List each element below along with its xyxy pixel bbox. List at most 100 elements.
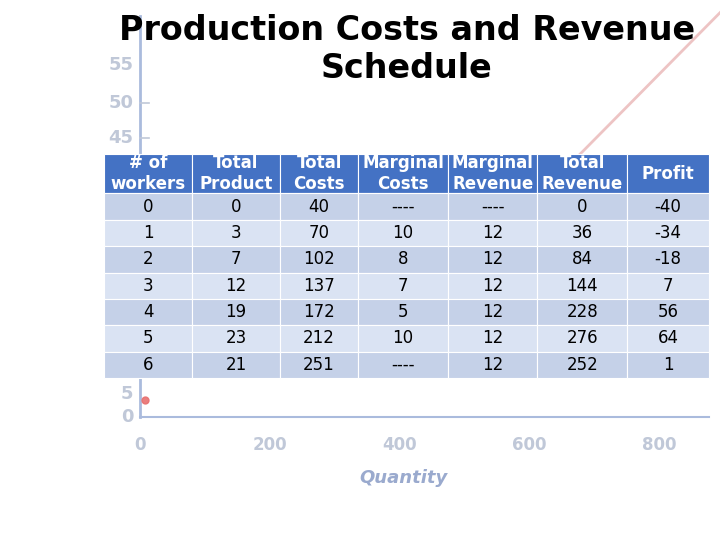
FancyBboxPatch shape [280, 154, 359, 193]
FancyBboxPatch shape [537, 193, 627, 220]
FancyBboxPatch shape [192, 273, 280, 299]
Text: 800: 800 [642, 436, 676, 455]
Text: 5: 5 [143, 329, 153, 347]
Text: 102: 102 [303, 251, 335, 268]
FancyBboxPatch shape [104, 154, 192, 193]
Text: 1: 1 [143, 224, 153, 242]
Text: 36: 36 [572, 224, 593, 242]
FancyBboxPatch shape [448, 299, 537, 325]
Text: 84: 84 [572, 251, 593, 268]
Text: 276: 276 [567, 329, 598, 347]
Text: 3: 3 [143, 276, 153, 295]
Text: 12: 12 [482, 276, 503, 295]
FancyBboxPatch shape [627, 154, 709, 193]
FancyBboxPatch shape [192, 193, 280, 220]
Text: 6: 6 [143, 356, 153, 374]
Text: 10: 10 [392, 329, 414, 347]
Text: Marginal
Costs: Marginal Costs [362, 154, 444, 193]
FancyBboxPatch shape [192, 299, 280, 325]
Text: 8: 8 [398, 251, 408, 268]
FancyBboxPatch shape [627, 299, 709, 325]
Text: 55: 55 [108, 56, 133, 74]
Text: 5: 5 [398, 303, 408, 321]
FancyBboxPatch shape [104, 220, 192, 246]
Text: 12: 12 [482, 356, 503, 374]
Text: Profit: Profit [642, 165, 695, 183]
Text: 0: 0 [577, 198, 588, 215]
FancyBboxPatch shape [280, 273, 359, 299]
Text: 12: 12 [482, 303, 503, 321]
Text: Total
Revenue: Total Revenue [541, 154, 623, 193]
Text: Marginal
Revenue: Marginal Revenue [451, 154, 534, 193]
Text: 12: 12 [482, 329, 503, 347]
Text: 7: 7 [398, 276, 408, 295]
Text: Production Costs and Revenue
Schedule: Production Costs and Revenue Schedule [119, 14, 695, 85]
FancyBboxPatch shape [192, 352, 280, 378]
Text: Total
Product: Total Product [199, 154, 273, 193]
Text: Total
Costs: Total Costs [293, 154, 345, 193]
Text: 0: 0 [143, 198, 153, 215]
Text: 12: 12 [225, 276, 246, 295]
FancyBboxPatch shape [448, 325, 537, 352]
FancyBboxPatch shape [280, 220, 359, 246]
FancyBboxPatch shape [537, 352, 627, 378]
FancyBboxPatch shape [448, 352, 537, 378]
Text: 50: 50 [108, 93, 133, 112]
Text: 0: 0 [230, 198, 241, 215]
Text: ----: ---- [392, 356, 415, 374]
Text: 4: 4 [143, 303, 153, 321]
Text: 40: 40 [309, 198, 330, 215]
Text: 144: 144 [567, 276, 598, 295]
Text: 172: 172 [303, 303, 335, 321]
FancyBboxPatch shape [104, 325, 192, 352]
FancyBboxPatch shape [104, 273, 192, 299]
Text: 0: 0 [135, 436, 146, 455]
Text: 56: 56 [657, 303, 678, 321]
FancyBboxPatch shape [359, 220, 448, 246]
Text: 21: 21 [225, 356, 246, 374]
Text: -40: -40 [654, 198, 682, 215]
FancyBboxPatch shape [280, 352, 359, 378]
FancyBboxPatch shape [537, 273, 627, 299]
Text: 12: 12 [482, 251, 503, 268]
FancyBboxPatch shape [192, 154, 280, 193]
Text: Quantity: Quantity [359, 469, 447, 487]
FancyBboxPatch shape [359, 352, 448, 378]
FancyBboxPatch shape [448, 154, 537, 193]
Text: 1: 1 [663, 356, 673, 374]
Text: 252: 252 [567, 356, 598, 374]
FancyBboxPatch shape [280, 193, 359, 220]
Text: 2: 2 [143, 251, 153, 268]
FancyBboxPatch shape [192, 325, 280, 352]
Text: 23: 23 [225, 329, 246, 347]
Text: ----: ---- [481, 198, 505, 215]
FancyBboxPatch shape [448, 193, 537, 220]
Text: 12: 12 [482, 224, 503, 242]
Text: 400: 400 [382, 436, 417, 455]
Text: ----: ---- [392, 198, 415, 215]
Text: 70: 70 [309, 224, 330, 242]
FancyBboxPatch shape [104, 352, 192, 378]
Text: 200: 200 [253, 436, 287, 455]
Text: -18: -18 [654, 251, 682, 268]
FancyBboxPatch shape [537, 154, 627, 193]
FancyBboxPatch shape [359, 246, 448, 273]
FancyBboxPatch shape [627, 325, 709, 352]
FancyBboxPatch shape [448, 220, 537, 246]
FancyBboxPatch shape [627, 273, 709, 299]
Text: # of
workers: # of workers [111, 154, 186, 193]
FancyBboxPatch shape [359, 325, 448, 352]
Text: 600: 600 [512, 436, 546, 455]
Text: 64: 64 [657, 329, 678, 347]
Text: 5: 5 [121, 385, 133, 403]
FancyBboxPatch shape [280, 299, 359, 325]
FancyBboxPatch shape [537, 246, 627, 273]
Text: 212: 212 [303, 329, 335, 347]
FancyBboxPatch shape [359, 193, 448, 220]
FancyBboxPatch shape [537, 299, 627, 325]
Text: 0: 0 [121, 408, 133, 426]
FancyBboxPatch shape [104, 246, 192, 273]
FancyBboxPatch shape [448, 273, 537, 299]
FancyBboxPatch shape [280, 246, 359, 273]
FancyBboxPatch shape [104, 299, 192, 325]
